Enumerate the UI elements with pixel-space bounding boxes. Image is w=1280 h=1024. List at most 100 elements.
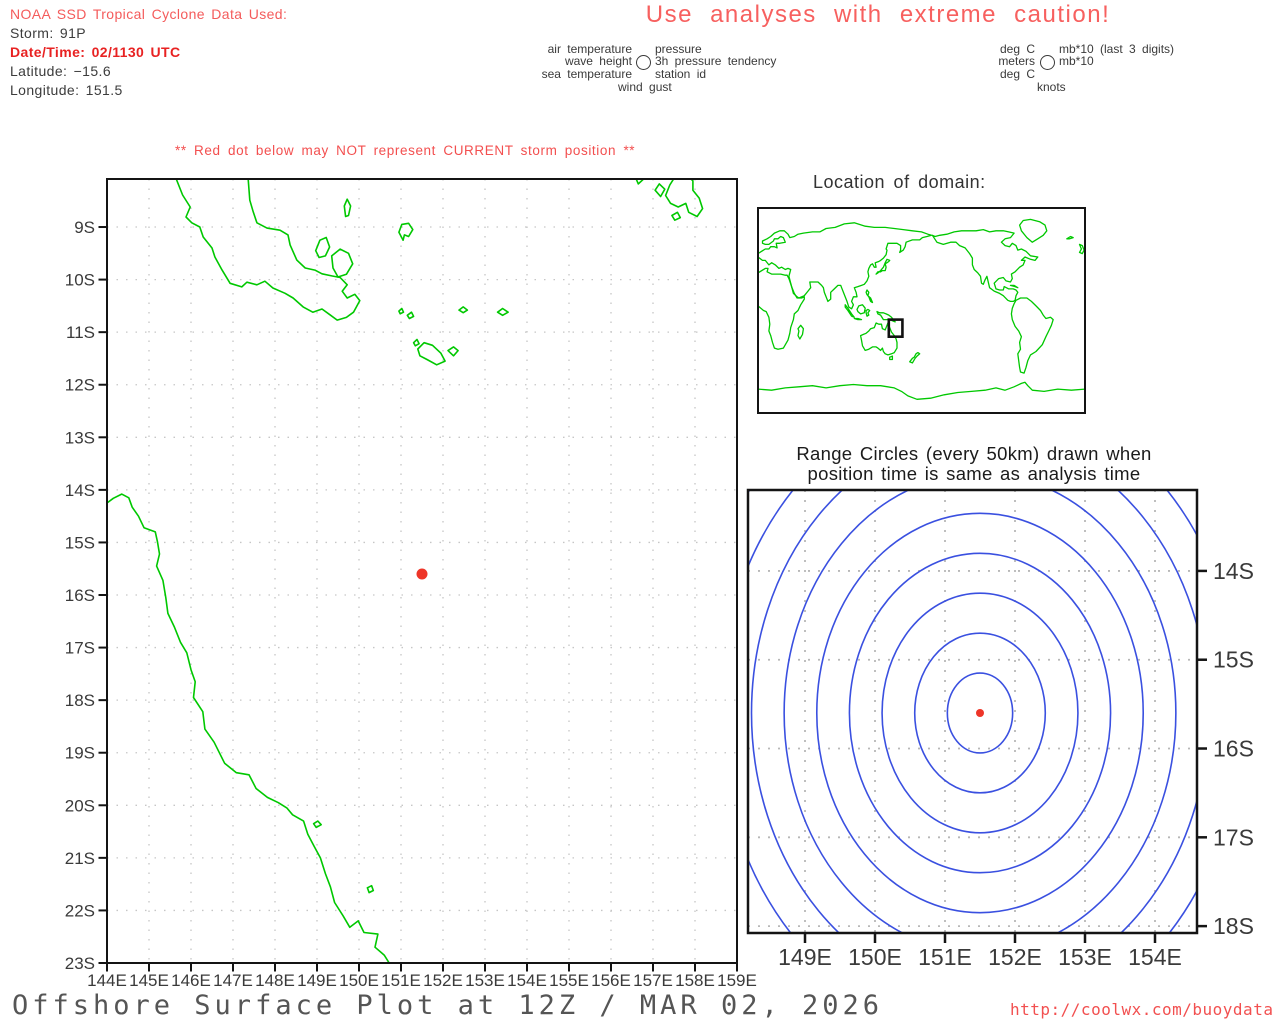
range-circle bbox=[815, 512, 1145, 914]
station-circle-icon bbox=[1040, 55, 1055, 70]
range-plot-title-line1: Range Circles (every 50km) drawn when bbox=[796, 443, 1152, 464]
axis-tick-label: 147E bbox=[213, 971, 253, 990]
storm-position-dot bbox=[976, 709, 984, 717]
axis-tick-label: 17S bbox=[1213, 824, 1254, 850]
axis-tick-label: 146E bbox=[171, 971, 211, 990]
coastline bbox=[865, 308, 871, 317]
axis-tick-label: 14S bbox=[65, 481, 95, 500]
coastline bbox=[758, 222, 933, 310]
coastline bbox=[1009, 284, 1019, 289]
legend-label: mb*10 (last 3 digits) bbox=[1059, 42, 1175, 56]
coastline bbox=[797, 324, 805, 340]
legend-label: meters bbox=[998, 54, 1035, 69]
range-circle bbox=[946, 672, 1014, 754]
world-map-title: Location of domain: bbox=[813, 172, 986, 192]
axis-tick-label: 10S bbox=[65, 271, 95, 290]
coastline bbox=[312, 820, 322, 829]
legend-label: deg C bbox=[999, 66, 1035, 81]
axis-tick-label: 151E bbox=[381, 971, 421, 990]
station-circle-icon bbox=[636, 55, 651, 70]
coastline bbox=[865, 289, 874, 304]
axis-tick-label: 154E bbox=[1128, 944, 1182, 970]
header-latitude: Latitude: −15.6 bbox=[10, 63, 112, 79]
coastline bbox=[1010, 297, 1054, 374]
coastline bbox=[314, 236, 331, 259]
coastline bbox=[447, 346, 459, 357]
legend-row: sea temperature station id bbox=[420, 66, 776, 81]
coastline bbox=[889, 355, 894, 361]
range-circle bbox=[748, 490, 1197, 933]
axis-tick-label: 15S bbox=[65, 533, 95, 552]
axis-tick-label: 152E bbox=[423, 971, 463, 990]
world-map bbox=[757, 207, 1086, 414]
range-plot-border bbox=[746, 488, 1199, 935]
legend-left: air temperature pressure wave height 3h … bbox=[420, 42, 777, 81]
coastline bbox=[458, 306, 469, 314]
range-circle bbox=[750, 490, 1197, 933]
map-border bbox=[106, 178, 738, 964]
axis-tick-label: 9S bbox=[74, 218, 95, 237]
coastline bbox=[366, 884, 375, 894]
axis-tick-label: 149E bbox=[297, 971, 337, 990]
coastline bbox=[671, 211, 682, 221]
legend-label: pressure bbox=[655, 42, 702, 56]
plot-main-title: Offshore Surface Plot at 12Z / MAR 02, 2… bbox=[12, 990, 883, 1021]
coastline bbox=[1018, 218, 1048, 243]
world-coastlines bbox=[758, 218, 1085, 400]
legend-label: station id bbox=[655, 66, 707, 81]
legend-row: deg C bbox=[880, 66, 1174, 81]
coastline bbox=[343, 198, 352, 218]
axis-tick-label: 11S bbox=[66, 323, 95, 342]
legend-label: air temperature bbox=[547, 42, 632, 56]
coastlines bbox=[107, 179, 704, 963]
axis-tick-label: 23S bbox=[65, 954, 95, 973]
axis-tick-label: 150E bbox=[339, 971, 379, 990]
legend-row: meters mb*10 bbox=[880, 54, 1174, 69]
coastline bbox=[398, 307, 405, 315]
coastline bbox=[664, 179, 704, 218]
header-storm: Storm: 91P bbox=[10, 25, 87, 41]
storm-position-dot bbox=[416, 568, 428, 580]
axis-tick-label: 18S bbox=[65, 691, 95, 710]
coastline bbox=[853, 317, 863, 321]
coastline bbox=[1078, 243, 1085, 255]
caution-banner: Use analyses with extreme caution! bbox=[645, 1, 1111, 28]
axis-tick-label: 153E bbox=[1058, 944, 1112, 970]
range-circle bbox=[913, 632, 1047, 794]
coastline bbox=[412, 338, 420, 347]
header-info: NOAA SSD Tropical Cyclone Data Used: Sto… bbox=[10, 5, 287, 100]
coastline bbox=[175, 179, 361, 321]
coastline bbox=[844, 304, 855, 318]
coastline bbox=[931, 228, 1039, 303]
legend-right: deg C mb*10 (last 3 digits) meters mb*10… bbox=[880, 42, 1175, 81]
axis-tick-label: 22S bbox=[65, 901, 95, 920]
coastline bbox=[875, 258, 891, 275]
axis-tick-label: 150E bbox=[848, 944, 902, 970]
axis-tick-label: 145E bbox=[129, 971, 169, 990]
axis-tick-label: 16S bbox=[1213, 736, 1254, 762]
axis-tick-label: 158E bbox=[675, 971, 715, 990]
axis-tick-label: 144E bbox=[87, 971, 127, 990]
coastline bbox=[635, 179, 644, 185]
axis-tick-label: 154E bbox=[507, 971, 547, 990]
axis-tick-label: 14S bbox=[1213, 558, 1254, 584]
coastline bbox=[856, 304, 866, 315]
coastline bbox=[417, 341, 446, 366]
legend-label: knots bbox=[1037, 80, 1066, 94]
range-plot-title-line2: position time is same as analysis time bbox=[807, 462, 1141, 484]
legend-label: wave height bbox=[564, 54, 632, 69]
header-datetime: Date/Time: 02/1130 UTC bbox=[10, 44, 181, 60]
legend-label: deg C bbox=[999, 42, 1035, 56]
axis-tick-label: 155E bbox=[549, 971, 589, 990]
source-url: http://coolwx.com/buoydata bbox=[1010, 1000, 1274, 1019]
axis-tick-label: 152E bbox=[988, 944, 1042, 970]
legend-label: 3h pressure tendency bbox=[655, 54, 777, 69]
axis-tick-label: 12S bbox=[65, 376, 95, 395]
range-circle bbox=[881, 592, 1079, 834]
axis-tick-label: 19S bbox=[65, 744, 95, 763]
coastline bbox=[1066, 235, 1074, 240]
coastline bbox=[398, 222, 414, 241]
coastline bbox=[496, 307, 509, 317]
